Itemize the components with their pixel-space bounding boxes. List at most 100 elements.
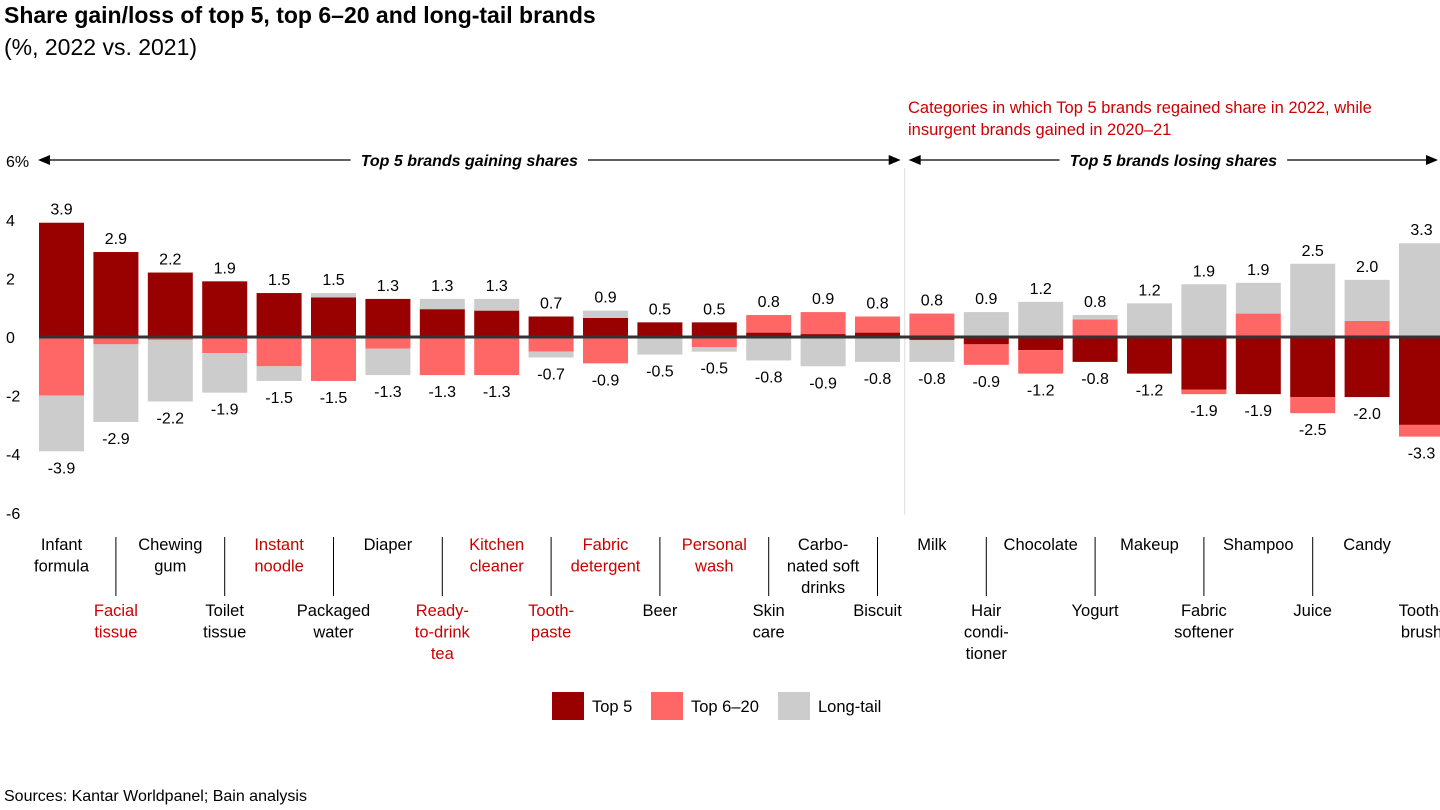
- bar-segment-top5: [1072, 337, 1118, 362]
- data-label: -2.0: [1353, 406, 1381, 423]
- bar-segment-long-tail: [202, 353, 248, 393]
- category-label: formula: [34, 558, 90, 576]
- category-label: paste: [531, 624, 571, 642]
- bar-segment-top5: [1018, 337, 1064, 351]
- legend-swatch-top5: [552, 692, 584, 720]
- data-label: -0.8: [864, 371, 892, 388]
- bar-segment-top6-20: [1072, 319, 1118, 337]
- bar-segment-long-tail: [746, 337, 792, 361]
- bar-segment-top6-20: [419, 337, 465, 376]
- data-label: 3.9: [50, 202, 72, 219]
- bar-segment-top5: [147, 272, 193, 337]
- bar-segment-top5: [746, 332, 792, 337]
- category-label: Yogurt: [1072, 602, 1120, 620]
- category-label: detergent: [571, 558, 641, 576]
- bar-segment-top6-20: [855, 316, 900, 333]
- y-tick-label: -6: [6, 506, 20, 523]
- bar-segment-top6-20: [202, 337, 248, 354]
- legend-label: Long-tail: [818, 698, 881, 716]
- category-label: Shampoo: [1223, 536, 1294, 554]
- chart-source: Sources: Kantar Worldpanel; Bain analysi…: [4, 788, 307, 805]
- bar-segment-top6-20: [39, 337, 84, 396]
- bar-segment-long-tail: [583, 310, 628, 318]
- data-label: 0.9: [812, 291, 834, 308]
- chart-annotation: Categories in which Top 5 brands regaine…: [908, 99, 1372, 139]
- arrowhead-right: [888, 155, 901, 165]
- bar-segment-long-tail: [1018, 301, 1064, 337]
- bar-segment-top5: [1127, 337, 1172, 374]
- bar-segment-top5: [256, 293, 302, 337]
- y-tick-label: -4: [6, 447, 20, 464]
- bar-segment-top6-20: [93, 337, 139, 345]
- category-label: Tooth-: [528, 602, 574, 620]
- category-label: tioner: [966, 645, 1008, 663]
- category-label: Infant: [41, 536, 83, 554]
- category-label: nated soft: [787, 558, 860, 576]
- category-label: cleaner: [470, 558, 525, 576]
- category-label: condi-: [964, 624, 1009, 642]
- data-label: -0.9: [973, 374, 1001, 391]
- data-label: -1.2: [1027, 383, 1055, 400]
- category-label: Diaper: [364, 536, 413, 554]
- category-label: Chocolate: [1004, 536, 1078, 554]
- bar-segment-long-tail: [1127, 303, 1172, 337]
- data-label: 2.9: [105, 231, 127, 248]
- bar-segment-long-tail: [800, 337, 846, 367]
- data-label: -1.9: [211, 402, 239, 419]
- bar-segment-top5: [1235, 337, 1281, 395]
- bar-segment-top6-20: [1181, 389, 1227, 395]
- bar-segment-top6-20: [909, 313, 955, 337]
- bar-segment-top5: [93, 252, 139, 337]
- data-label: 0.8: [921, 293, 943, 310]
- arrowhead-right: [1426, 155, 1438, 165]
- bar-segment-top5: [637, 322, 683, 337]
- bar-segment-long-tail: [311, 293, 356, 298]
- y-tick-label: 0: [6, 330, 15, 347]
- category-label: tissue: [203, 624, 246, 642]
- category-label: tea: [431, 645, 455, 663]
- data-label: 2.5: [1302, 243, 1324, 260]
- data-label: 0.7: [540, 295, 562, 312]
- category-label: Candy: [1343, 536, 1391, 554]
- data-label: -0.8: [1081, 371, 1109, 388]
- data-label: 1.9: [1247, 262, 1269, 279]
- data-label: -0.8: [755, 369, 783, 386]
- data-label: -0.9: [809, 375, 837, 392]
- bar-segment-long-tail: [256, 366, 302, 381]
- category-label: noodle: [254, 558, 304, 576]
- data-label: -1.9: [1190, 403, 1218, 420]
- category-label: Fabric: [583, 536, 629, 554]
- bar-segment-top6-20: [691, 337, 737, 348]
- bar-segment-long-tail: [93, 344, 139, 422]
- category-label: Skin: [753, 602, 785, 620]
- bar-segment-long-tail: [365, 348, 411, 376]
- category-label: Kitchen: [469, 536, 524, 554]
- bar-segment-top5: [311, 297, 356, 337]
- category-label: brush: [1401, 624, 1440, 642]
- bar-segment-long-tail: [1399, 243, 1440, 337]
- category-label: Ready-: [416, 602, 469, 620]
- data-label: 0.9: [594, 290, 616, 307]
- category-label: care: [753, 624, 785, 642]
- bar-segment-top6-20: [256, 337, 302, 367]
- bar-segment-top5: [855, 332, 900, 337]
- data-label: 3.3: [1410, 222, 1432, 239]
- data-label: 0.5: [703, 301, 725, 318]
- data-label: -3.9: [48, 460, 76, 477]
- data-label: 1.9: [214, 260, 236, 277]
- data-label: -0.9: [592, 372, 620, 389]
- bar-segment-long-tail: [1072, 315, 1118, 320]
- y-tick-label: 6%: [6, 154, 29, 171]
- bar-segment-top5: [583, 317, 628, 337]
- group-label: Top 5 brands losing shares: [1070, 153, 1278, 170]
- category-label: Beer: [642, 602, 677, 620]
- data-label: 1.5: [322, 272, 344, 289]
- bar-segment-long-tail: [637, 337, 683, 355]
- bar-segment-top6-20: [1399, 424, 1440, 437]
- bar-segment-long-tail: [147, 339, 193, 402]
- bar-segment-long-tail: [1181, 284, 1227, 337]
- data-label: -1.3: [374, 384, 402, 401]
- data-label: -0.8: [918, 371, 946, 388]
- bar-segment-top6-20: [528, 337, 574, 352]
- category-label: water: [312, 624, 354, 642]
